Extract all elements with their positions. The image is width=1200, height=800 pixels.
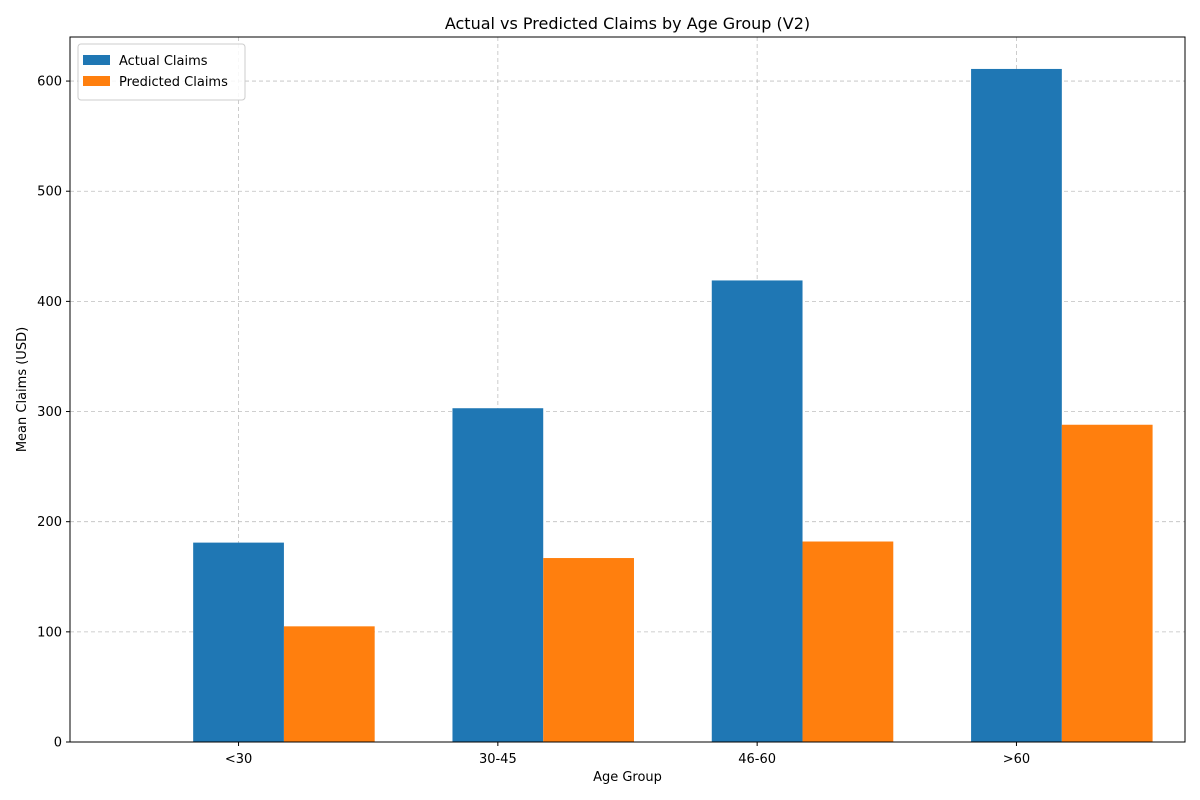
bar-predicted-claims-4660 — [802, 541, 894, 742]
y-tick-label: 0 — [54, 736, 62, 751]
x-tick-label: <30 — [225, 752, 252, 767]
legend: Actual Claims Predicted Claims — [77, 43, 246, 101]
bar-predicted-claims-30 — [283, 626, 375, 742]
x-axis-title: Age Group — [593, 770, 662, 785]
y-tick-label: 400 — [37, 295, 62, 310]
plot-frame — [69, 36, 1186, 743]
legend-label: Actual Claims — [119, 54, 208, 69]
y-tick-label: 200 — [37, 515, 62, 530]
x-tick-label: 46-60 — [738, 752, 776, 767]
legend-label: Predicted Claims — [119, 75, 228, 90]
x-tick-label: 30-45 — [479, 752, 517, 767]
x-tick-label: >60 — [1003, 752, 1030, 767]
chart-title: Actual vs Predicted Claims by Age Group … — [445, 14, 810, 33]
legend-swatch — [83, 76, 110, 86]
bars — [193, 68, 1153, 742]
ticks: 0 100 200 300 400 500 600 <30 30-45 46-60 >60 — [37, 75, 1030, 767]
bar-actual-claims-3045 — [452, 408, 544, 742]
y-axis-title: Mean Claims (USD) — [15, 327, 30, 452]
y-tick-label: 500 — [37, 185, 62, 200]
y-tick-label: 600 — [37, 75, 62, 90]
bar-actual-claims-30 — [193, 542, 284, 742]
y-tick-label: 100 — [37, 625, 62, 640]
bar-actual-claims-60 — [971, 68, 1062, 742]
legend-swatch — [83, 55, 110, 65]
y-tick-label: 300 — [37, 405, 62, 420]
bar-actual-claims-4660 — [711, 280, 803, 742]
bar-predicted-claims-60 — [1061, 424, 1153, 742]
legend-box — [77, 43, 246, 101]
bar-predicted-claims-3045 — [543, 558, 634, 742]
